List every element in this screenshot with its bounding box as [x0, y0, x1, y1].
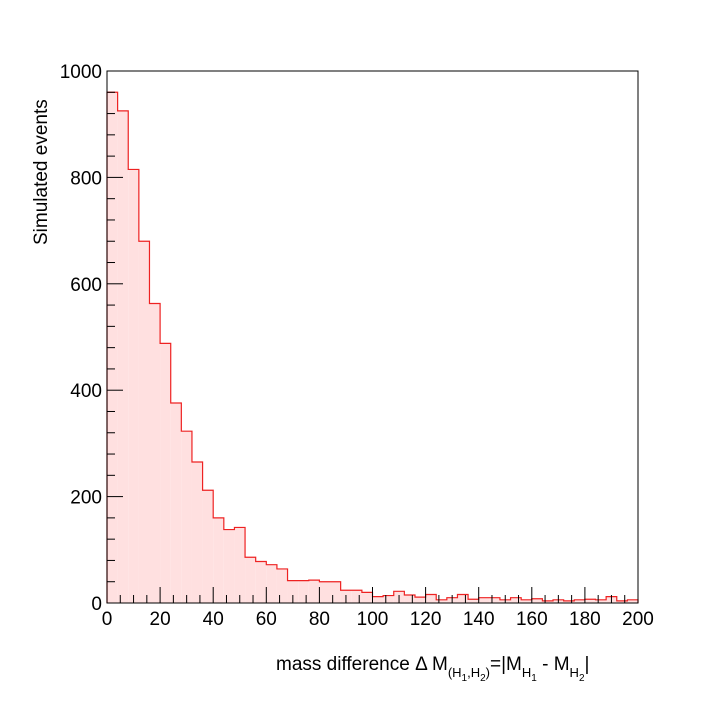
x-title-sub-1: 1: [462, 673, 468, 684]
x-title-main: mass difference: [276, 654, 415, 675]
x-title-sub-comma: ,H: [467, 665, 480, 680]
histogram-bin: [170, 402, 182, 603]
histogram-bin: [245, 557, 256, 603]
histogram-bin: [308, 580, 320, 603]
x-title-h1: H: [522, 665, 531, 680]
x-tick-label: 200: [622, 609, 654, 630]
histogram-bin: [425, 594, 437, 603]
histogram-bin: [542, 600, 554, 603]
y-tick-label: 600: [70, 275, 102, 296]
histogram-bin: [117, 110, 129, 604]
x-tick-label: 80: [309, 609, 330, 630]
histogram-bin: [330, 581, 341, 603]
x-tick-label: 120: [410, 609, 442, 630]
x-title-h2: H: [570, 665, 579, 680]
y-tick-label: 0: [91, 594, 102, 615]
x-tick-label: 100: [357, 609, 389, 630]
histogram-bin: [404, 595, 415, 603]
histogram-bin: [351, 590, 362, 603]
histogram-bin: [616, 600, 628, 603]
histogram-bin: [128, 169, 139, 604]
histogram-bin: [138, 241, 150, 604]
histogram-bin: [223, 529, 235, 603]
x-tick-label: 60: [256, 609, 277, 630]
axis-ticks: [106, 70, 639, 604]
x-title-sub-close: ): [486, 665, 490, 680]
x-tick-label: 160: [516, 609, 548, 630]
histogram-bin: [627, 599, 638, 603]
histogram-bin: [521, 599, 532, 603]
tick-labels: 0 20 40 60 80 100 120 140 160 180 200 0 200 400 600 800…: [60, 62, 654, 630]
histogram-bin: [361, 592, 373, 603]
x-title-h1-sub: 1: [531, 673, 537, 684]
x-tick-label: 140: [463, 609, 495, 630]
histogram-bin: [595, 599, 607, 603]
x-tick-label: 20: [150, 609, 171, 630]
histogram-bin: [489, 597, 500, 603]
y-tick-label: 400: [70, 381, 102, 402]
x-tick-label: 0: [102, 609, 113, 630]
histogram-bin: [202, 490, 214, 603]
histogram-bin: [457, 594, 469, 603]
x-title-h2-sub: 2: [579, 673, 585, 684]
x-title-minus: - M: [537, 654, 570, 675]
histogram-bin: [414, 597, 426, 603]
histogram-outline: [106, 91, 639, 603]
histogram-bin: [531, 598, 543, 603]
x-axis-title: mass difference Δ M(H1,H2)=|MH1 - MH2|: [276, 654, 589, 684]
histogram-bin: [191, 462, 203, 603]
y-axis-title: Simulated events: [31, 99, 52, 245]
histogram-bin: [372, 596, 384, 603]
histogram-bin: [160, 343, 171, 603]
histogram-bin: [383, 595, 394, 603]
y-tick-label: 800: [70, 168, 102, 189]
histogram-bin: [319, 581, 331, 603]
x-title-bar: |: [585, 654, 590, 675]
histogram-bin: [563, 600, 575, 603]
histogram-bin: [255, 561, 267, 603]
x-title-sub-open: (H: [448, 665, 462, 680]
histogram-bin: [149, 303, 161, 603]
histogram-bin: [234, 527, 246, 603]
histogram-bin: [574, 599, 585, 603]
histogram-bin: [584, 599, 596, 603]
histogram-bin: [181, 431, 192, 603]
x-title-delta: Δ: [415, 654, 428, 675]
histogram-bin: [213, 517, 224, 603]
histogram-bin: [287, 580, 299, 603]
x-tick-label: 40: [203, 609, 224, 630]
x-title-eq: =|M: [490, 654, 522, 675]
x-title-m: M: [427, 654, 448, 675]
x-tick-label: 180: [569, 609, 601, 630]
histogram-bin: [298, 580, 309, 603]
histogram-bin: [510, 597, 522, 603]
y-tick-label: 1000: [60, 62, 102, 83]
histogram-bin: [276, 568, 288, 603]
x-title-sub-2: 2: [480, 673, 486, 684]
histogram-bin: [436, 599, 447, 603]
histogram-bin: [468, 599, 479, 603]
histogram-bin: [478, 597, 490, 603]
histogram-bin: [266, 564, 277, 603]
y-tick-label: 200: [70, 488, 102, 509]
